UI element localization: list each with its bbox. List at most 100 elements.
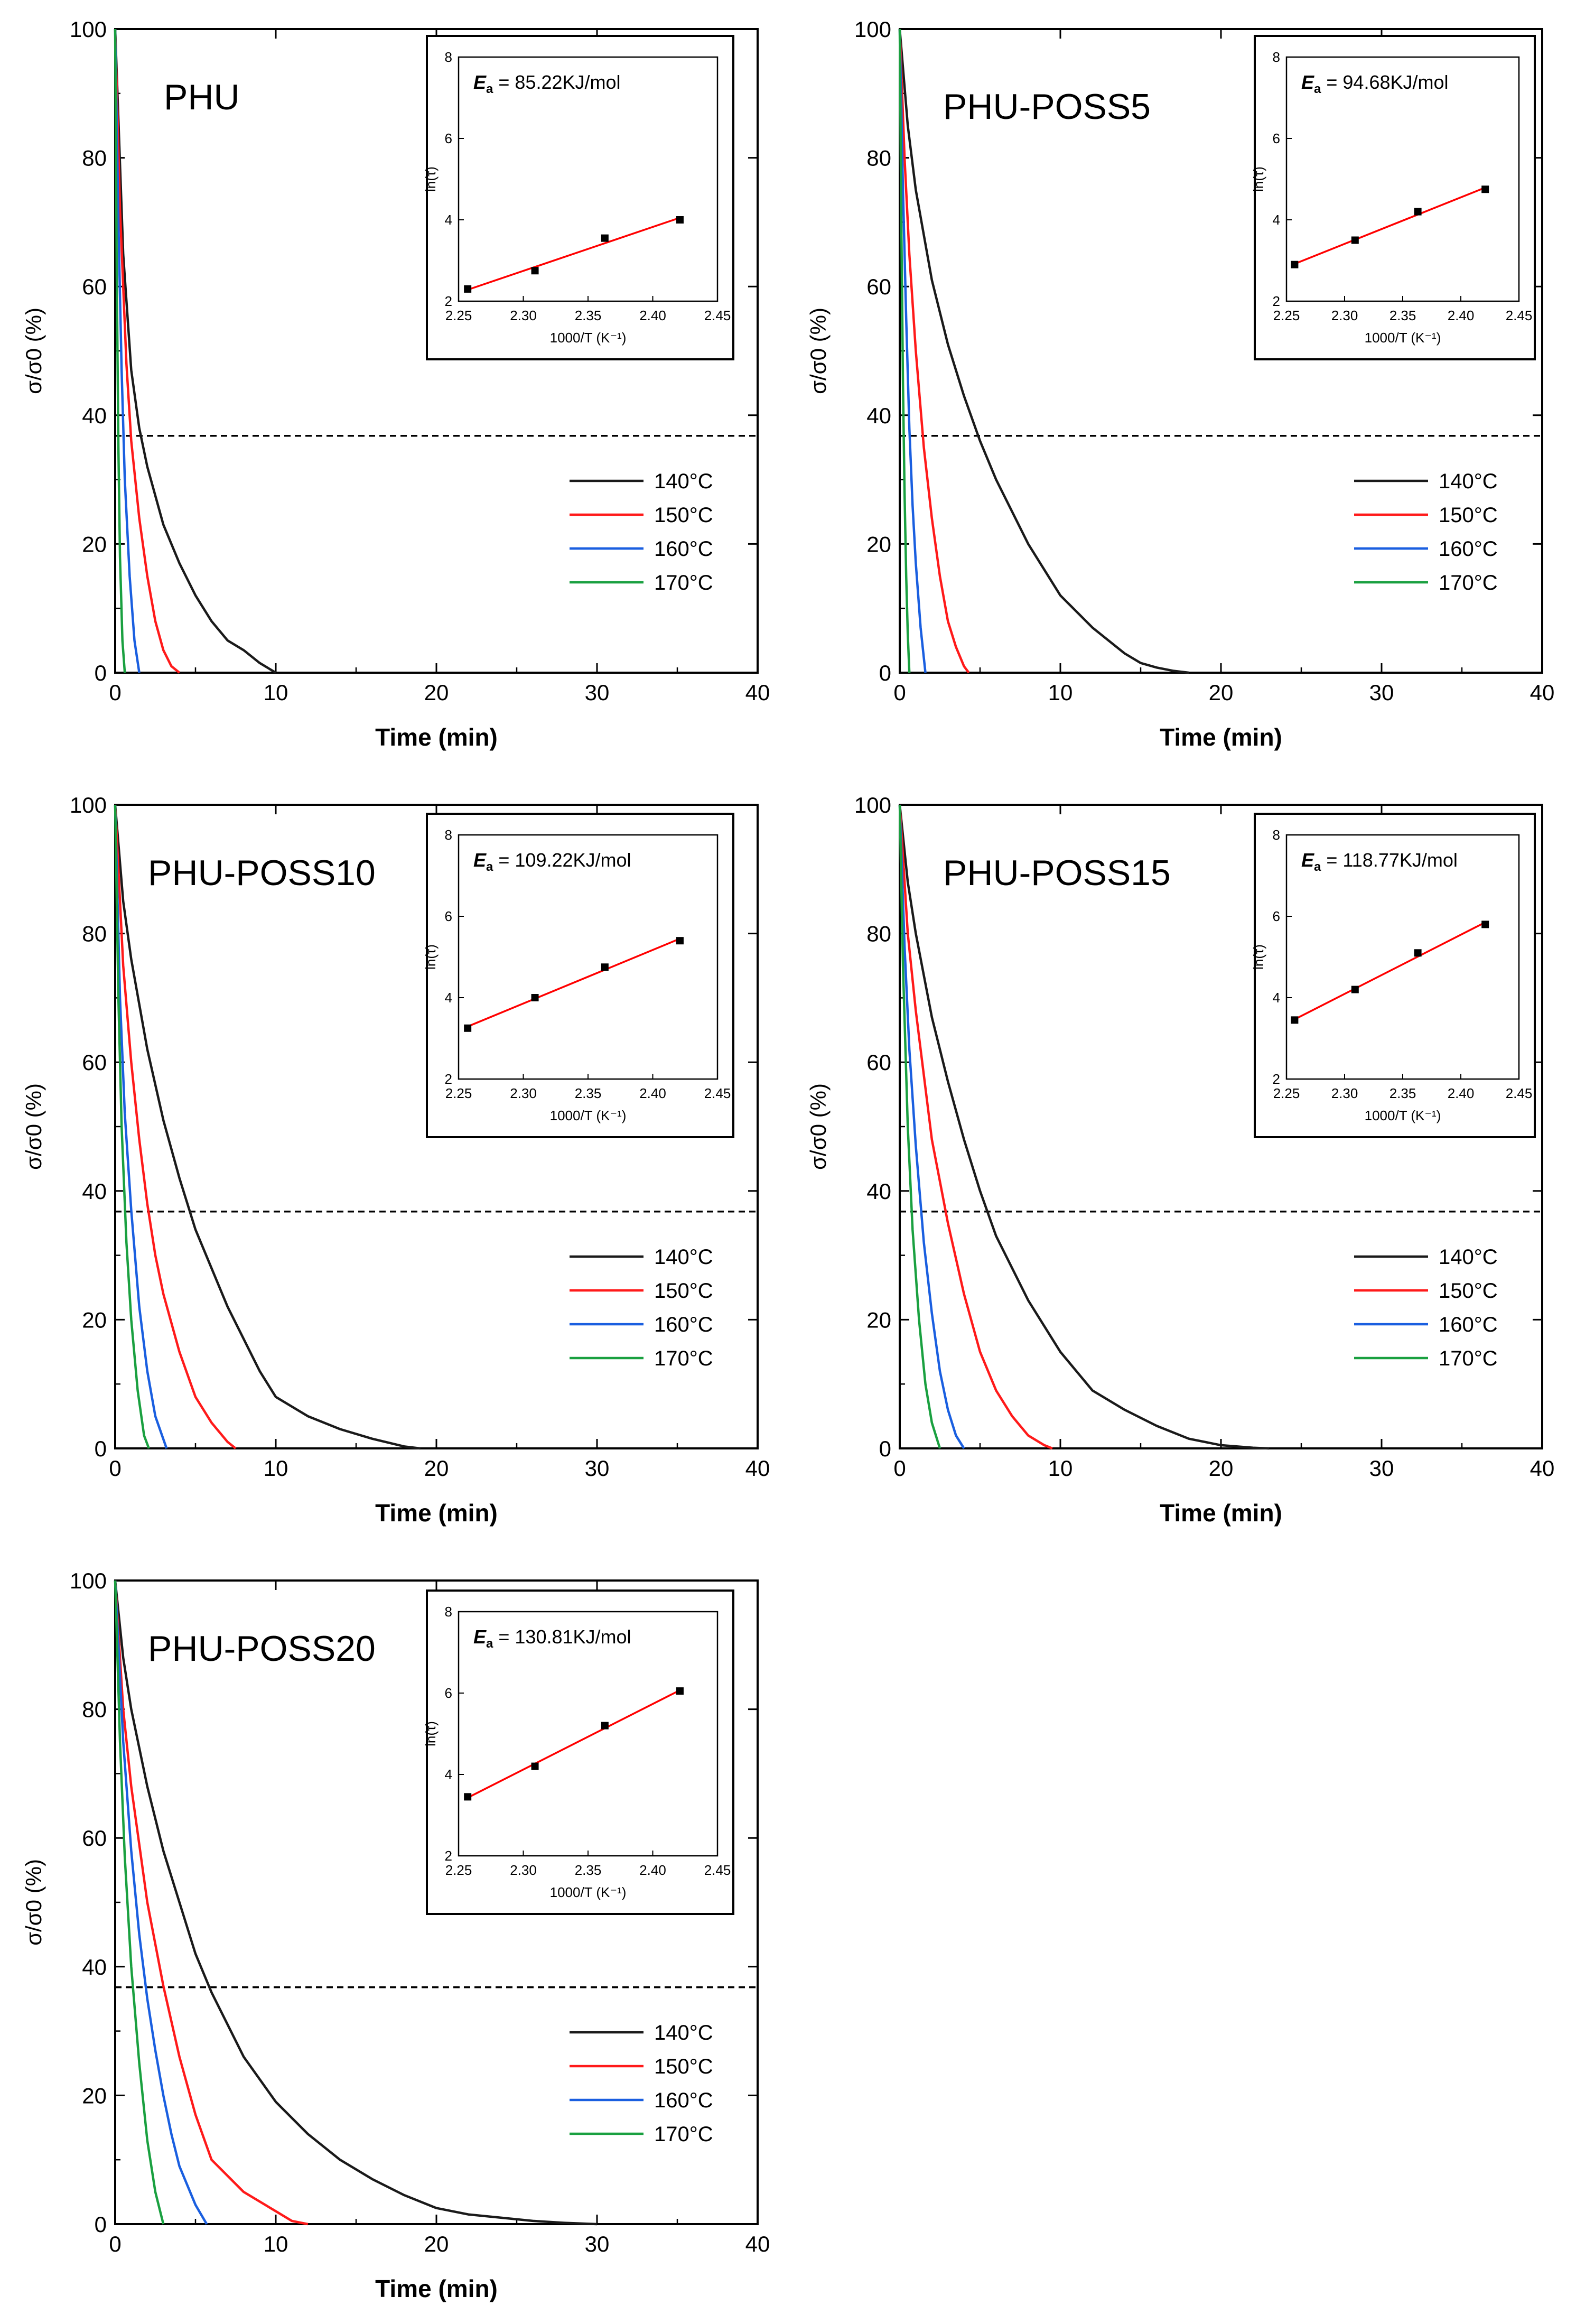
legend-label: 160°C — [1439, 537, 1498, 561]
x-tick-label: 40 — [745, 1456, 770, 1481]
inset-data-point — [1414, 949, 1422, 957]
inset-data-point — [1414, 208, 1422, 216]
y-tick-label: 80 — [82, 922, 107, 946]
x-tick-label: 30 — [585, 2232, 610, 2256]
inset-x-title: 1000/T (K⁻¹) — [550, 1884, 627, 1900]
y-tick-label: 60 — [866, 1050, 891, 1075]
y-tick-label: 40 — [82, 1179, 107, 1204]
series-line-170c — [114, 804, 150, 1449]
ea-subscript: a — [486, 82, 493, 96]
inset-y-tick-label: 2 — [1273, 293, 1280, 309]
inset-x-tick-label: 2.40 — [1448, 1085, 1475, 1101]
inset-y-tick-label: 8 — [1273, 827, 1280, 843]
x-tick-label: 10 — [264, 1456, 288, 1481]
x-tick-label: 40 — [745, 2232, 770, 2256]
y-tick-label: 100 — [70, 793, 107, 817]
panel-label: PHU-POSS15 — [943, 853, 1171, 893]
y-axis-title: σ/σ0 (%) — [806, 1083, 831, 1170]
inset-border — [426, 813, 734, 1138]
y-tick-label: 40 — [866, 1179, 891, 1204]
panel-3: 0 10 20 30 40 0 20 40 60 80 100 Time (min) σ/σ0 (%) P… — [21, 793, 770, 1527]
legend-label: 170°C — [1439, 571, 1498, 594]
x-axis-title: Time (min) — [375, 2275, 498, 2302]
inset-x-tick-label: 2.35 — [575, 1862, 602, 1878]
inset-y-tick-label: 8 — [445, 827, 452, 843]
series-line-160c — [898, 29, 927, 673]
legend-label: 140°C — [654, 470, 713, 493]
y-tick-label: 80 — [866, 922, 891, 946]
y-tick-label: 80 — [866, 146, 891, 171]
y-tick-label: 0 — [879, 661, 891, 685]
inset-y-tick-label: 4 — [1273, 212, 1280, 228]
series-line-140c — [898, 804, 1270, 1450]
inset-y-title: ln(τ) — [1251, 166, 1266, 192]
y-tick-label: 100 — [854, 793, 891, 817]
ea-value: = 85.22KJ/mol — [493, 71, 620, 93]
series-line-140c — [114, 804, 421, 1450]
inset: 2.25 2.30 2.35 2.40 2.45 2 4 6 8 1000/T (K⁻¹) ln(τ… — [1251, 813, 1536, 1138]
legend-label: 140°C — [654, 1245, 713, 1269]
inset-y-tick-label: 8 — [445, 49, 452, 65]
legend-label: 170°C — [654, 571, 713, 594]
ea-symbol: E — [1301, 71, 1314, 93]
y-tick-label: 20 — [82, 2083, 107, 2108]
y-tick-label: 20 — [866, 532, 891, 556]
y-axis-title: σ/σ0 (%) — [21, 1083, 46, 1170]
inset-x-tick-label: 2.40 — [1448, 308, 1475, 323]
x-tick-label: 40 — [745, 680, 770, 705]
x-tick-label: 20 — [424, 680, 449, 705]
legend-label: 140°C — [1439, 470, 1498, 493]
legend-label: 170°C — [654, 1347, 713, 1370]
inset-y-tick-label: 4 — [445, 1767, 452, 1782]
inset-x-tick-label: 2.30 — [510, 308, 537, 323]
inset-x-tick-label: 2.40 — [639, 1862, 666, 1878]
ea-symbol: E — [1301, 849, 1314, 871]
y-tick-label: 20 — [82, 1307, 107, 1332]
y-tick-label: 40 — [82, 1955, 107, 1979]
inset-y-tick-label: 8 — [1273, 49, 1280, 65]
inset-y-tick-label: 8 — [445, 1604, 452, 1620]
inset-y-tick-label: 6 — [445, 1685, 452, 1701]
inset-y-tick-label: 6 — [1273, 131, 1280, 146]
panel-2: 0 10 20 30 40 0 20 40 60 80 100 Time (min) σ/σ0 (%) P… — [806, 17, 1554, 751]
ea-symbol: E — [473, 71, 487, 93]
series-line-140c — [114, 1580, 598, 2226]
y-tick-label: 80 — [82, 1697, 107, 1722]
inset-data-point — [1351, 236, 1359, 244]
activation-energy-label: Ea = 85.22KJ/mol — [473, 71, 621, 96]
x-tick-label: 0 — [109, 680, 121, 705]
inset: 2.25 2.30 2.35 2.40 2.45 2 4 6 8 1000/T (K⁻¹) ln(τ… — [423, 1589, 734, 1915]
inset-y-tick-label: 2 — [1273, 1071, 1280, 1087]
inset-x-tick-label: 2.45 — [1506, 1085, 1533, 1101]
series-line-160c — [898, 804, 965, 1449]
series-line-170c — [898, 804, 941, 1449]
series-line-150c — [898, 29, 970, 674]
y-tick-label: 60 — [82, 274, 107, 299]
panel-5: 0 10 20 30 40 0 20 40 60 80 100 Time (min) σ/σ0 (%) P… — [21, 1568, 770, 2302]
ea-value: = 94.68KJ/mol — [1321, 71, 1448, 93]
inset-x-tick-label: 2.30 — [510, 1085, 537, 1101]
inset-x-tick-label: 2.30 — [1331, 1085, 1358, 1101]
inset-data-point — [676, 937, 684, 945]
x-tick-label: 0 — [109, 1456, 121, 1481]
inset-data-point — [464, 285, 472, 293]
inset-y-tick-label: 4 — [445, 212, 452, 228]
legend-label: 140°C — [1439, 1245, 1498, 1269]
x-tick-label: 30 — [585, 1456, 610, 1481]
legend-label: 170°C — [1439, 1347, 1498, 1370]
ea-value: = 118.77KJ/mol — [1321, 849, 1458, 871]
y-tick-label: 20 — [866, 1307, 891, 1332]
inset: 2.25 2.30 2.35 2.40 2.45 2 4 6 8 1000/T (K⁻¹) ln(τ… — [1251, 35, 1536, 360]
y-tick-label: 100 — [70, 1568, 107, 1593]
panel-label: PHU-POSS5 — [943, 87, 1151, 127]
inset-y-tick-label: 4 — [1273, 990, 1280, 1006]
series-line-160c — [114, 29, 141, 673]
x-tick-label: 40 — [1530, 1456, 1555, 1481]
activation-energy-label: Ea = 94.68KJ/mol — [1301, 71, 1449, 96]
series-line-140c — [114, 29, 277, 674]
legend-label: 150°C — [654, 504, 713, 527]
ea-value: = 109.22KJ/mol — [493, 849, 631, 871]
inset-data-point — [676, 1687, 684, 1695]
inset-data-point — [464, 1793, 472, 1801]
